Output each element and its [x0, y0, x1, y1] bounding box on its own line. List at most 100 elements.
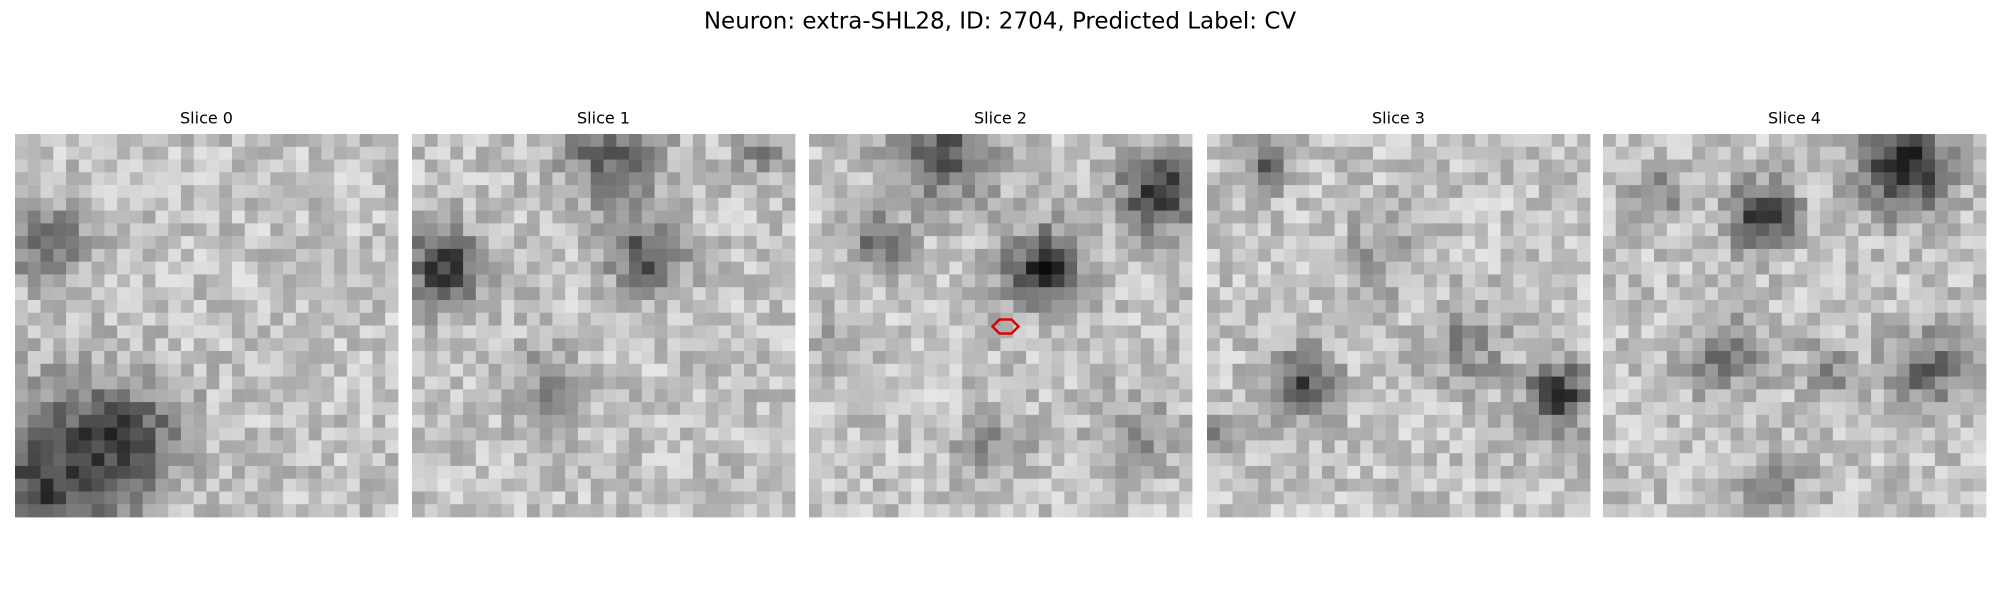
pixel	[1038, 325, 1052, 339]
pixel	[1641, 312, 1655, 326]
pixel	[91, 312, 105, 326]
pixel	[1411, 261, 1425, 275]
pixel	[475, 338, 489, 352]
pixel	[206, 478, 220, 492]
pixel	[117, 287, 131, 301]
pixel	[206, 504, 220, 518]
pixel	[168, 376, 182, 390]
pixel	[40, 427, 54, 441]
pixel	[424, 197, 438, 211]
pixel	[860, 248, 874, 263]
pixel	[718, 223, 732, 237]
pixel	[1102, 478, 1116, 492]
pixel	[705, 248, 719, 263]
pixel	[40, 287, 54, 301]
pixel	[629, 465, 643, 480]
pixel	[1692, 210, 1706, 224]
pixel	[488, 440, 502, 454]
pixel	[385, 440, 399, 454]
pixel	[1411, 363, 1425, 377]
pixel	[1603, 363, 1617, 377]
pixel	[488, 478, 502, 492]
pixel	[1641, 453, 1655, 467]
pixel	[1960, 427, 1974, 441]
pixel	[1296, 376, 1310, 390]
pixel	[437, 402, 451, 416]
pixel	[1947, 159, 1961, 173]
pixel	[629, 351, 643, 365]
pixel	[142, 325, 156, 339]
pixel	[1628, 389, 1642, 403]
pixel	[321, 414, 335, 429]
pixel	[66, 312, 80, 326]
pixel	[1385, 299, 1399, 314]
pixel	[1705, 338, 1719, 352]
pixel	[1283, 274, 1297, 288]
marker-hexagon	[990, 318, 1021, 335]
pixel	[1140, 197, 1155, 211]
pixel	[1347, 146, 1361, 160]
pixel	[1807, 414, 1821, 429]
pixel	[91, 491, 105, 505]
pixel	[1424, 363, 1438, 377]
pixel	[847, 376, 861, 390]
pixel	[1321, 351, 1336, 365]
pixel	[1794, 389, 1808, 403]
pixel	[308, 389, 322, 403]
pixel	[1564, 287, 1578, 301]
pixel	[232, 210, 246, 224]
pixel	[385, 274, 399, 288]
pixel	[641, 402, 655, 416]
pixel	[1115, 491, 1129, 505]
pixel	[514, 134, 528, 148]
pixel	[1551, 414, 1565, 429]
pixel	[1743, 248, 1757, 263]
pixel	[1538, 134, 1553, 148]
pixel	[1334, 261, 1348, 275]
pixel	[1360, 414, 1374, 429]
pixel	[1896, 134, 1910, 148]
pixel	[1871, 414, 1885, 429]
pixel	[450, 299, 464, 314]
pixel	[923, 504, 938, 518]
pixel	[692, 172, 707, 186]
pixel	[680, 312, 694, 326]
pixel	[1321, 325, 1336, 339]
pixel	[1179, 465, 1193, 480]
pixel	[1245, 402, 1259, 416]
pixel	[680, 159, 694, 173]
pixel	[1513, 351, 1527, 365]
pixel	[1219, 261, 1233, 275]
pixel	[1603, 223, 1617, 237]
pixel	[539, 185, 553, 199]
pixel	[1475, 351, 1489, 365]
pixel	[1372, 172, 1387, 186]
pixel	[1500, 491, 1514, 505]
pixel	[1551, 248, 1565, 263]
pixel	[117, 402, 131, 416]
pixel	[1500, 287, 1514, 301]
pixel	[346, 453, 361, 467]
pixel	[911, 159, 925, 173]
pixel	[769, 338, 783, 352]
pixel	[577, 389, 592, 403]
pixel	[359, 389, 373, 403]
pixel	[847, 146, 861, 160]
pixel	[1615, 402, 1629, 416]
pixel	[1564, 389, 1578, 403]
pixel	[718, 478, 732, 492]
pixel	[1207, 478, 1221, 492]
pixel	[885, 389, 899, 403]
pixel	[1960, 274, 1974, 288]
pixel	[1475, 159, 1489, 173]
pixel	[1140, 223, 1155, 237]
pixel	[1051, 248, 1065, 263]
pixel	[1296, 287, 1310, 301]
pixel	[936, 287, 950, 301]
pixel	[1347, 185, 1361, 199]
pixel	[321, 274, 335, 288]
pixel	[1628, 312, 1642, 326]
pixel	[1820, 146, 1834, 160]
pixel	[1654, 134, 1668, 148]
pixel	[987, 197, 1001, 211]
